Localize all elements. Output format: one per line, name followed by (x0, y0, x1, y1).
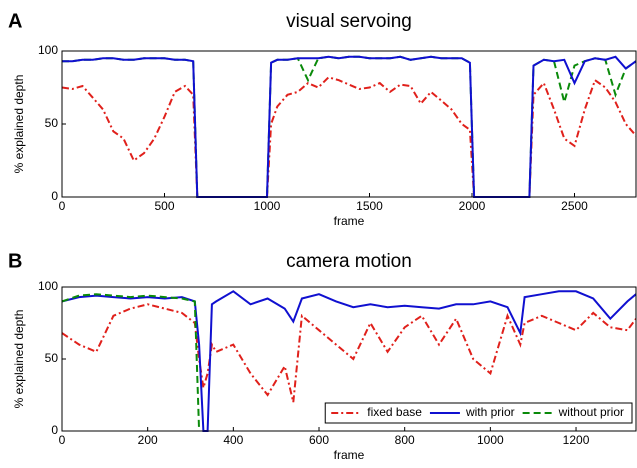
panel-label: B (8, 250, 22, 272)
legend-box (324, 402, 633, 424)
x-tick-label: 200 (138, 433, 158, 447)
x-tick-label: 600 (309, 433, 329, 447)
series-line (62, 55, 636, 198)
chart-title: camera motion (286, 251, 412, 272)
chart-title: visual servoing (286, 11, 412, 32)
x-tick-label: 500 (154, 199, 174, 213)
legend: fixed base with prior without prior (324, 402, 633, 424)
x-tick-label: 1200 (563, 433, 590, 447)
x-tick-label: 800 (395, 433, 415, 447)
x-tick-label: 2000 (459, 199, 486, 213)
y-tick-label: 100 (38, 43, 58, 57)
y-tick-label: 100 (38, 279, 58, 293)
x-tick-label: 0 (59, 199, 66, 213)
axes-frame (61, 286, 637, 432)
series-line (62, 293, 201, 432)
y-tick-label: 50 (45, 116, 59, 130)
series-line (62, 55, 636, 198)
legend-label: fixed base (367, 405, 422, 419)
axes-frame (61, 50, 637, 198)
y-tick-label: 0 (51, 189, 58, 203)
y-axis-label: % explained depth (12, 75, 26, 174)
x-tick-label: 1000 (254, 199, 281, 213)
x-tick-label: 1500 (356, 199, 383, 213)
legend-label: without prior (558, 405, 624, 419)
x-tick-label: 2500 (561, 199, 588, 213)
legend-label: with prior (465, 405, 515, 419)
x-tick-label: 0 (59, 433, 66, 447)
x-tick-label: 400 (223, 433, 243, 447)
panel-label: A (8, 10, 22, 32)
x-axis-label: frame (334, 448, 365, 462)
x-tick-label: 1000 (477, 433, 504, 447)
x-axis-label: frame (334, 214, 365, 228)
y-tick-label: 0 (51, 423, 58, 437)
y-tick-label: 50 (45, 351, 59, 365)
y-axis-label: % explained depth (12, 310, 26, 409)
series-line (62, 76, 636, 198)
series-line (62, 303, 636, 403)
